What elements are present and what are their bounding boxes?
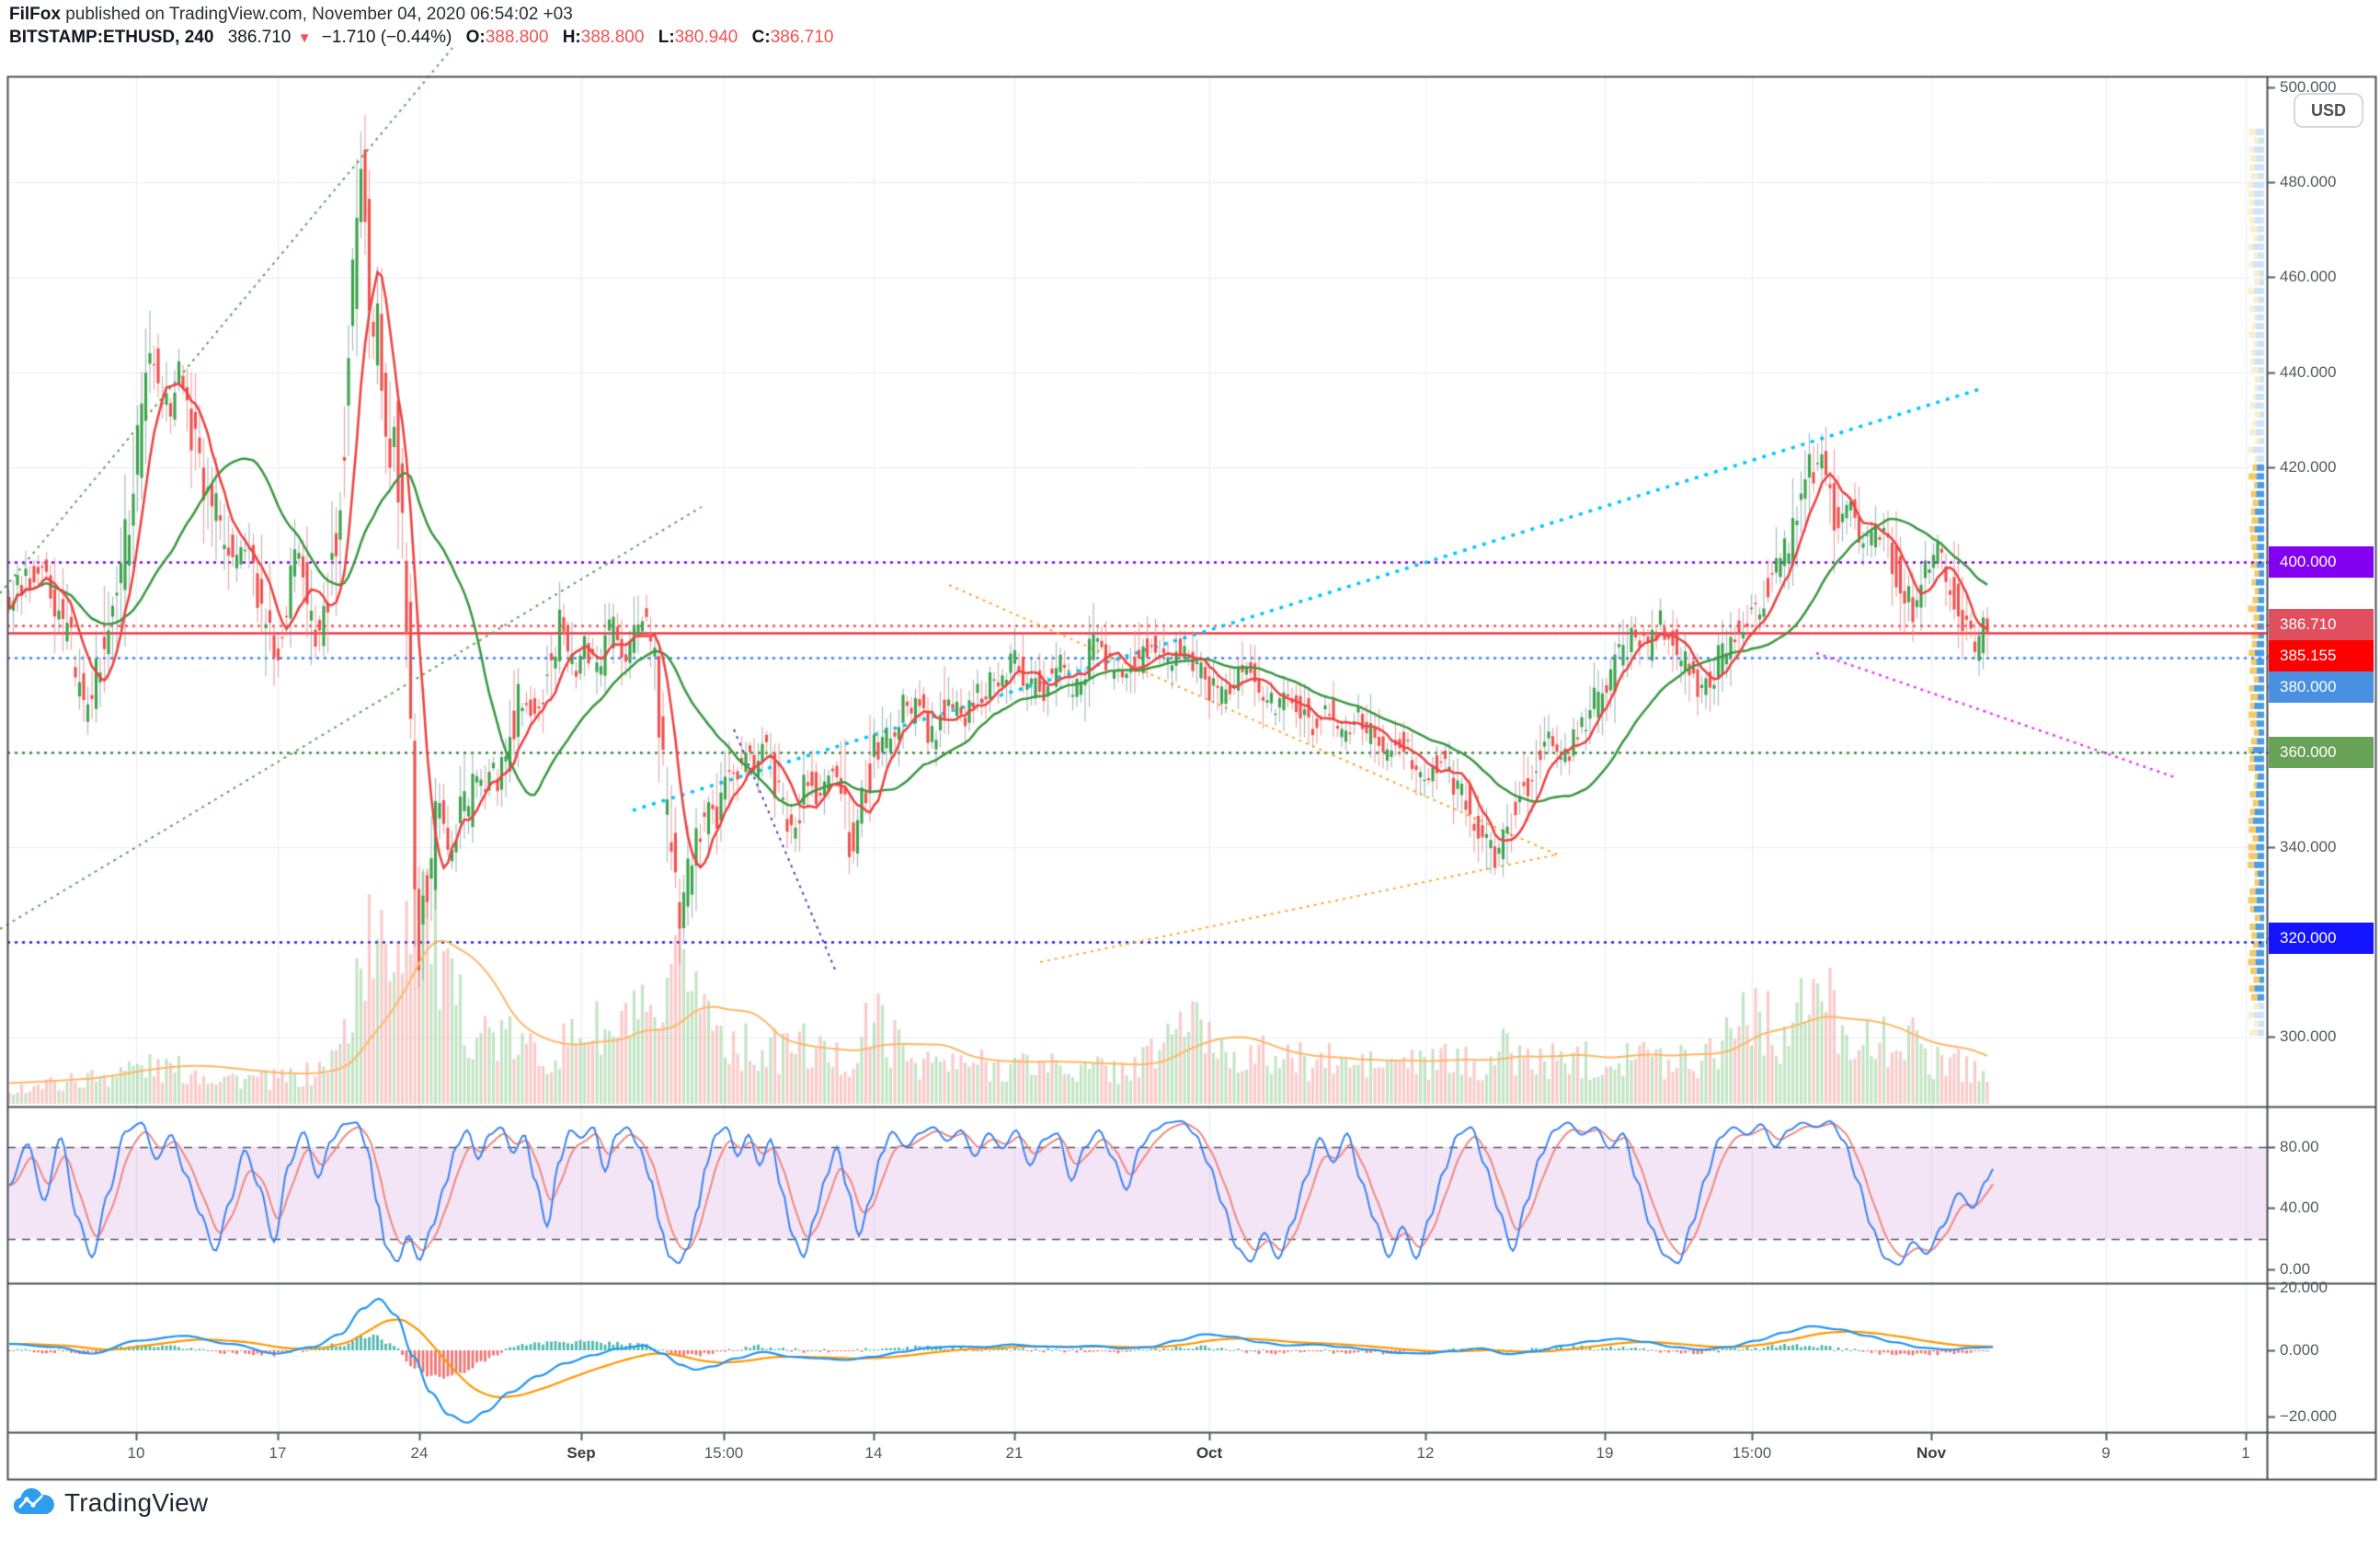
time-axis-label: 12 [1416, 1444, 1435, 1462]
low-label: L: [658, 28, 675, 47]
author-name: FilFox [9, 5, 61, 24]
tradingview-cloud-icon [13, 1488, 54, 1515]
price-axis-label: 420.000 [2280, 458, 2337, 476]
time-axis-label: 15:00 [704, 1444, 744, 1462]
time-axis-label: 24 [410, 1444, 429, 1462]
change-value: −1.710 (−0.44%) [321, 28, 452, 47]
published-line: FilFox published on TradingView.com, Nov… [9, 5, 573, 25]
tradingview-logo[interactable]: TradingView [13, 1488, 208, 1518]
price-badge: 320.000 [2269, 923, 2374, 954]
time-axis-label: 15:00 [1732, 1444, 1772, 1462]
price-badge: 360.000 [2269, 737, 2374, 768]
high-label: H: [562, 28, 581, 47]
time-axis-label: 21 [1005, 1444, 1024, 1462]
price-axis-label: 460.000 [2280, 268, 2337, 285]
stoch-axis-label: 0.00 [2280, 1260, 2311, 1278]
high-value: 388.800 [580, 28, 645, 47]
stoch-axis-label: 80.00 [2280, 1138, 2319, 1155]
low-value: 380.940 [674, 28, 738, 47]
brand-name: TradingView [64, 1488, 209, 1517]
symbol-legend: BITSTAMP:ETHUSD, 240 386.710 ▼ −1.710 (−… [9, 28, 833, 48]
down-arrow-icon: ▼ [297, 30, 312, 46]
price-badge: 400.000 [2269, 546, 2374, 578]
macd-axis-label: 0.000 [2280, 1341, 2319, 1359]
macd-axis-label: 20.000 [2280, 1279, 2328, 1296]
currency-toggle-button[interactable]: USD [2294, 93, 2363, 128]
close-label: C: [751, 28, 771, 47]
macd-axis-label: −20.000 [2280, 1407, 2337, 1425]
time-axis-label: 19 [1596, 1444, 1614, 1462]
symbol-title: BITSTAMP:ETHUSD, 240 [9, 28, 214, 47]
last-price: 386.710 [227, 28, 292, 47]
price-badge: 385.155 [2269, 640, 2374, 671]
price-badge: 380.000 [2269, 671, 2374, 703]
stoch-axis-label: 40.00 [2280, 1199, 2319, 1216]
price-badge: 386.710 [2269, 609, 2374, 640]
open-label: O: [465, 28, 486, 47]
price-axis-label: 500.000 [2280, 78, 2337, 96]
time-axis-label: 17 [269, 1444, 287, 1462]
price-axis-label: 480.000 [2280, 173, 2337, 190]
time-axis-label: Nov [1916, 1444, 1947, 1462]
close-value: 386.710 [770, 28, 834, 47]
price-axis-label: 300.000 [2280, 1027, 2337, 1045]
published-text: published on TradingView.com, November 0… [60, 5, 573, 24]
time-axis-label: 9 [2101, 1444, 2111, 1462]
open-value: 388.800 [485, 28, 549, 47]
time-axis-label: 10 [127, 1444, 145, 1462]
price-axis-label: 340.000 [2280, 838, 2337, 855]
time-axis-label: 14 [864, 1444, 883, 1462]
price-axis-label: 440.000 [2280, 363, 2337, 381]
time-axis-label: 1 [2241, 1444, 2250, 1462]
time-axis-label: Oct [1196, 1444, 1223, 1462]
time-axis-label: Sep [566, 1444, 596, 1462]
